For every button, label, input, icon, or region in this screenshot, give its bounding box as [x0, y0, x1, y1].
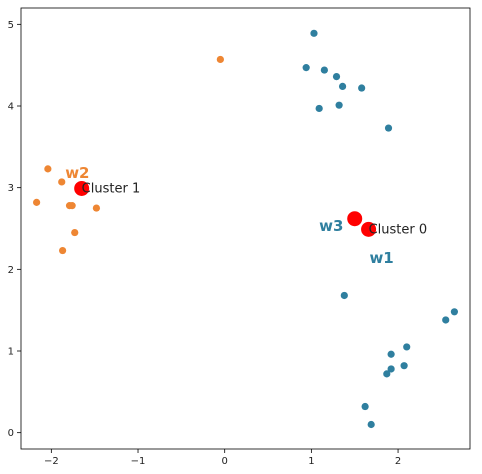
data-point — [383, 370, 391, 378]
chart-annotations: Cluster 1 Cluster 0 w2 w3 w1 — [65, 164, 427, 267]
data-point — [338, 82, 347, 90]
data-point — [387, 350, 395, 358]
plot-frame — [20, 7, 471, 450]
data-point — [320, 66, 328, 74]
data-point — [310, 29, 318, 37]
data-point — [450, 308, 458, 316]
data-point — [361, 402, 369, 411]
centroid-marker — [347, 211, 363, 227]
weight-label: w3 — [319, 217, 343, 235]
data-point — [367, 420, 375, 429]
x-tick-label: 0 — [222, 456, 228, 467]
y-tick-label: 5 — [8, 20, 14, 31]
weight-label: w1 — [369, 249, 393, 267]
data-point — [358, 84, 366, 92]
x-tick-label: −2 — [44, 456, 59, 467]
data-point — [216, 55, 224, 64]
centroid-markers — [74, 180, 377, 237]
x-tick-label: −1 — [131, 456, 146, 467]
x-tick-label: 2 — [395, 456, 401, 467]
x-tick-label: 1 — [308, 456, 314, 467]
data-point — [387, 365, 395, 373]
data-point — [335, 101, 343, 109]
centroid-marker — [361, 221, 377, 237]
y-tick-label: 0 — [8, 428, 14, 439]
data-point — [92, 204, 101, 212]
data-point — [442, 316, 450, 324]
cluster-label: Cluster 0 — [369, 222, 428, 237]
data-points — [33, 29, 458, 429]
data-point — [33, 198, 41, 206]
y-axis-ticks: 0 1 2 3 4 5 — [8, 20, 21, 439]
y-tick-label: 4 — [8, 102, 14, 113]
data-point — [71, 228, 79, 237]
data-point — [68, 202, 76, 210]
data-point — [332, 73, 341, 81]
centroid-marker — [74, 180, 90, 196]
y-tick-label: 1 — [8, 347, 14, 358]
data-point — [384, 124, 393, 132]
data-point — [59, 246, 67, 255]
data-point — [400, 362, 408, 370]
y-tick-label: 3 — [8, 183, 14, 194]
x-axis-ticks: −2 −1 0 1 2 — [44, 449, 401, 467]
data-point — [58, 178, 66, 186]
data-point — [315, 104, 323, 113]
data-point — [302, 64, 310, 72]
data-point — [340, 291, 348, 300]
y-tick-label: 2 — [8, 265, 14, 276]
data-point — [403, 343, 411, 351]
weight-label: w2 — [65, 164, 89, 182]
data-point — [44, 165, 52, 173]
cluster-label: Cluster 1 — [82, 181, 141, 196]
